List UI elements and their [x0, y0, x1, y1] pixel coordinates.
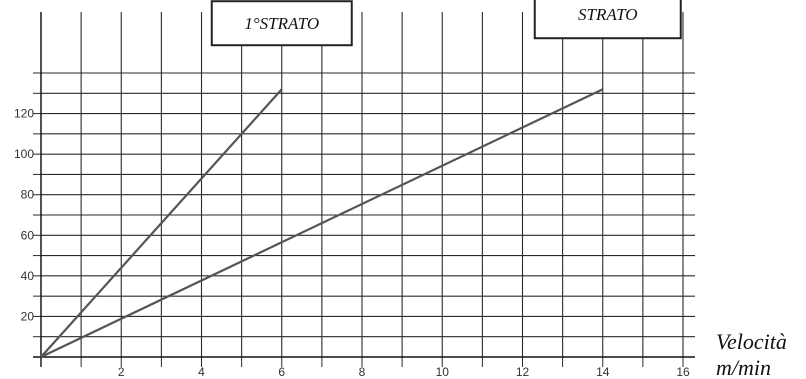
series-label-box: 1°STRATO: [210, 0, 353, 47]
series-label-text: ULTIMO: [576, 0, 639, 2]
label-box-border: [210, 0, 353, 47]
series-line: [40, 88, 283, 358]
label-box-border: [533, 0, 682, 40]
x-tick-label: 10: [436, 365, 450, 379]
x-axis-title: Velocità m/min: [716, 329, 787, 379]
x-axis-label: Velocità: [716, 329, 787, 354]
y-tick-label: 20: [21, 309, 35, 323]
y-tick-label: 80: [21, 188, 35, 202]
x-tick-label: 16: [676, 365, 690, 379]
x-axis-unit: m/min: [716, 355, 771, 379]
y-tick-label: 40: [21, 269, 35, 283]
x-tick-label: 14: [596, 365, 610, 379]
x-tick-label: 12: [516, 365, 530, 379]
series-labels: 1°STRATO ULTIMO STRATO: [210, 0, 682, 47]
y-tick-label: 100: [14, 147, 34, 161]
tick-labels: 2 4 6 8 10 12 14 16 20 40 60 80 100 120: [14, 107, 690, 379]
y-tick-label: 60: [21, 228, 35, 242]
series-lines: [40, 88, 604, 358]
x-tick-label: 2: [118, 365, 125, 379]
series-line: [40, 88, 604, 358]
series-label-text: STRATO: [578, 5, 638, 24]
x-tick-label: 4: [198, 365, 205, 379]
chart-grid: [33, 12, 695, 367]
series-label-text: 1°STRATO: [244, 14, 319, 33]
x-tick-label: 6: [278, 365, 285, 379]
y-tick-label: 120: [14, 107, 34, 121]
x-tick-label: 8: [359, 365, 366, 379]
series-label-box: ULTIMO STRATO: [533, 0, 682, 40]
